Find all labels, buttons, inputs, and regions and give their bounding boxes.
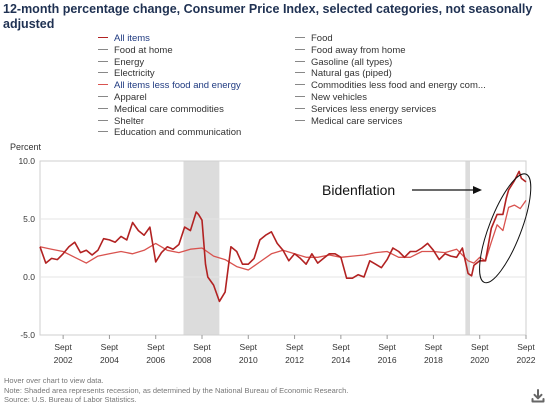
x-tick-year: 2002 [54,355,73,365]
legend-label: Education and communication [114,127,242,139]
legend-label: All items less food and energy [114,80,241,92]
x-tick-month: Sept [147,342,165,352]
legend-label: Electricity [114,68,155,80]
y-axis-label: Percent [10,142,42,152]
legend-item[interactable]: Commodities less food and energy com... [295,80,486,92]
legend-label: Medical care commodities [114,103,224,115]
chart-title: 12-month percentage change, Consumer Pri… [3,2,533,31]
x-tick-month: Sept [240,342,258,352]
annotation-ellipse [479,173,532,284]
legend-label: New vehicles [311,92,367,103]
legend-swatch [295,36,305,38]
x-tick-year: 2006 [146,355,165,365]
footer-note: Note: Shaded area represents recession, … [4,385,349,395]
legend-swatch [98,72,108,74]
legend-item[interactable]: New vehicles [295,92,367,104]
legend-item[interactable]: Natural gas (piped) [295,68,392,80]
legend-item[interactable]: Medical care services [295,116,402,128]
legend-label: Commodities less food and energy com... [311,80,486,92]
x-tick-month: Sept [54,342,72,352]
annotation-text: Bidenflation [322,182,395,198]
legend-swatch [98,95,108,97]
legend-swatch [98,131,108,133]
legend-swatch [295,60,305,62]
legend-item[interactable]: Education and communication [98,127,241,139]
legend-item[interactable]: All items less food and energy [98,80,241,92]
legend-swatch [295,119,305,121]
legend-item[interactable]: Electricity [98,68,155,80]
legend-label: Gasoline (all types) [311,56,393,68]
legend-label: All items [114,33,150,44]
x-tick-year: 2022 [517,355,536,365]
legend-swatch [98,36,108,38]
legend-item[interactable]: Gasoline (all types) [295,57,392,69]
x-tick-year: 2018 [424,355,443,365]
plot-frame [39,160,527,336]
legend-swatch [98,119,108,121]
legend-label: Services less energy services [311,103,437,115]
x-tick-month: Sept [425,342,443,352]
x-tick-month: Sept [286,342,304,352]
legend-label: Apparel [114,92,147,103]
download-icon[interactable] [530,388,546,404]
cpi-line-chart[interactable]: 10.0 5.0 0.0 -5.0 Percent Sept 2002 Sept 2004 Sep… [0,140,553,370]
x-tick-year: 2016 [378,355,397,365]
legend-item[interactable]: Food [295,33,333,45]
legend-swatch [295,72,305,74]
legend-swatch [98,60,108,62]
legend-swatch [295,107,305,109]
chart-area[interactable]: 10.0 5.0 0.0 -5.0 Percent Sept 2002 Sept 2004 Sep… [0,140,553,370]
x-tick-year: 2020 [470,355,489,365]
legend-swatch [295,84,305,86]
footer-hover-hint: Hover over chart to view data. [4,376,104,385]
legend-label: Food away from home [311,44,406,56]
legend-item[interactable]: Food away from home [295,45,406,57]
legend-label: Natural gas (piped) [311,68,392,80]
x-tick-year: 2010 [239,355,258,365]
legend-item[interactable]: Energy [98,57,144,69]
legend-item[interactable]: Services less energy services [295,104,436,116]
legend-label: Energy [114,56,145,68]
series-line [39,170,527,303]
y-tick-label: 10.0 [18,156,35,166]
x-tick-year: 2004 [100,355,119,365]
x-tick-year: 2012 [285,355,304,365]
chart-footer: Hover over chart to view data. Note: Sha… [4,376,348,405]
x-tick-month: Sept [101,342,119,352]
legend-item[interactable]: Shelter [98,116,144,128]
legend-item[interactable]: Food at home [98,45,173,57]
series-line [39,200,527,271]
legend-swatch [98,84,108,86]
y-tick-label: 0.0 [23,272,35,282]
x-tick-month: Sept [332,342,350,352]
annotation-arrow-head [473,186,482,194]
y-tick-label: -5.0 [20,330,35,340]
legend-swatch [98,48,108,50]
x-tick-month: Sept [517,342,535,352]
legend-item[interactable]: All items [98,33,150,45]
x-tick-month: Sept [471,342,489,352]
legend-swatch [295,48,305,50]
x-tick-year: 2014 [331,355,350,365]
recession-band [465,161,470,335]
x-tick-month: Sept [193,342,211,352]
legend-item[interactable]: Medical care commodities [98,104,224,116]
legend-swatch [295,95,305,97]
legend-label: Medical care services [311,115,403,127]
legend-item[interactable]: Apparel [98,92,147,104]
legend-label: Food [311,33,333,44]
y-tick-label: 5.0 [23,214,35,224]
legend-swatch [98,107,108,109]
legend-label: Shelter [114,115,145,127]
x-tick-month: Sept [378,342,396,352]
legend-label: Food at home [114,44,173,56]
x-tick-year: 2008 [193,355,212,365]
footer-source: Source: U.S. Bureau of Labor Statistics. [4,395,137,404]
